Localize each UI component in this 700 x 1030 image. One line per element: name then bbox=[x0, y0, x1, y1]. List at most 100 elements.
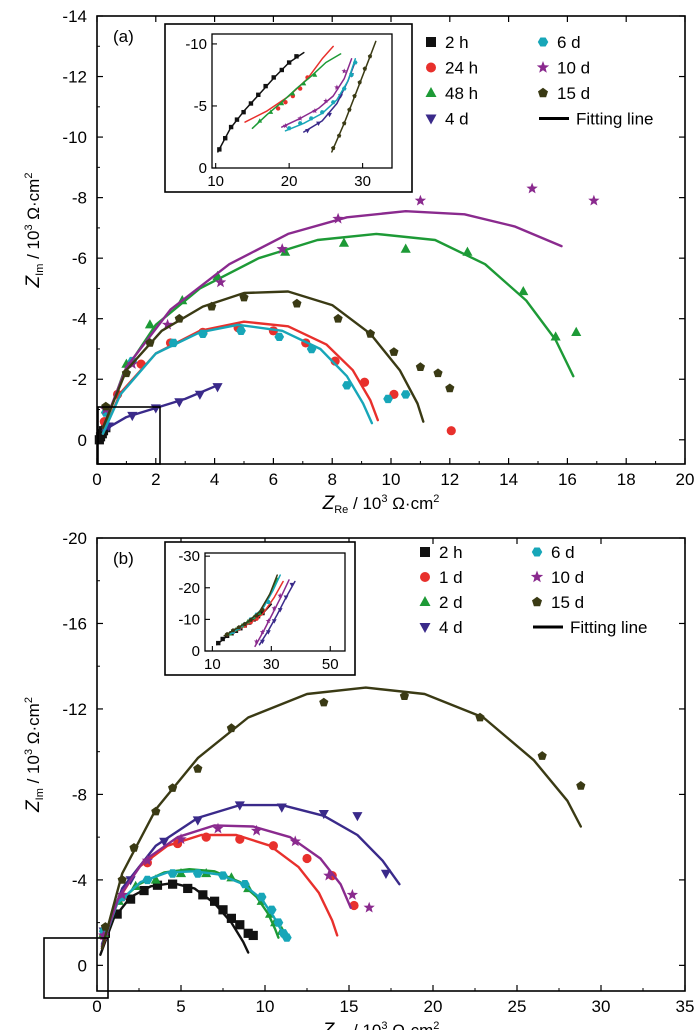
legend-marker-6-d bbox=[531, 547, 543, 557]
fit-line-1-d bbox=[100, 833, 339, 950]
point-24-h bbox=[359, 377, 370, 387]
point-48-h bbox=[280, 246, 291, 256]
point-4-d bbox=[127, 411, 138, 422]
point-4-d bbox=[380, 869, 392, 879]
point-48-h bbox=[144, 319, 155, 329]
point-24-h bbox=[389, 389, 399, 399]
inset-point-2-h bbox=[279, 67, 284, 73]
y-tick-label: 0 bbox=[78, 431, 87, 450]
point-6-d bbox=[193, 869, 203, 878]
inset-data-series bbox=[217, 40, 377, 153]
inset-point-48-h bbox=[279, 100, 285, 106]
point-4-d bbox=[318, 809, 329, 820]
inset-plot: 10 30 50 0 -10 -20 -30 bbox=[164, 541, 356, 676]
x-tick-label: 10 bbox=[256, 997, 275, 1016]
inset-point-2-h bbox=[286, 60, 292, 65]
point-6-d bbox=[282, 933, 292, 942]
zoom-region-box bbox=[43, 937, 109, 999]
point-15-d bbox=[117, 875, 127, 884]
inset-y-tick-label: -10 bbox=[185, 36, 207, 53]
inset-point-4-d bbox=[265, 630, 271, 635]
point-10-d bbox=[414, 194, 427, 206]
point-2-h bbox=[235, 920, 245, 930]
point-10-d bbox=[250, 824, 263, 836]
point-15-d bbox=[389, 347, 399, 356]
zoom-region-box bbox=[97, 406, 161, 465]
legend-label-6-d: 6 d bbox=[557, 33, 581, 52]
inset-point-10-d bbox=[271, 605, 277, 611]
y-tick-label: -4 bbox=[72, 871, 87, 890]
point-6-d bbox=[306, 344, 317, 354]
inset-point-2-h bbox=[248, 101, 254, 106]
point-2-h bbox=[168, 879, 178, 889]
inset-point-48-h bbox=[290, 90, 296, 96]
point-10-d bbox=[214, 276, 227, 288]
inset-point-15-d bbox=[367, 54, 373, 59]
inset-point-10-d bbox=[253, 638, 260, 644]
y-tick-label: 0 bbox=[78, 956, 87, 975]
point-6-d bbox=[218, 871, 228, 880]
x-tick-label: 35 bbox=[676, 997, 695, 1016]
inset-point-15-d bbox=[236, 625, 242, 630]
legend-label-2-d: 2 d bbox=[439, 593, 463, 612]
inset-point-10-d bbox=[259, 629, 266, 635]
point-10-d bbox=[116, 888, 128, 900]
inset-point-15-d bbox=[260, 607, 265, 612]
point-4-d bbox=[194, 390, 205, 400]
legend-label-fitting-line: Fitting line bbox=[576, 110, 653, 129]
point-4-d bbox=[192, 816, 203, 826]
inset-point-15-d bbox=[230, 628, 236, 633]
inset-point-6-d bbox=[349, 72, 354, 77]
inset-point-4-d bbox=[305, 129, 310, 134]
point-15-d bbox=[415, 362, 425, 371]
inset-point-15-d bbox=[254, 613, 259, 618]
point-10-d bbox=[323, 869, 335, 881]
fit-line-6-d bbox=[101, 323, 374, 435]
legend-marker-2-h bbox=[420, 547, 430, 557]
inset-point-4-d bbox=[283, 595, 289, 600]
inset-point-2-h bbox=[271, 75, 276, 80]
inset-point-15-d bbox=[224, 631, 230, 637]
inset-fit-line-48-h bbox=[251, 53, 342, 130]
y-tick-label: -20 bbox=[62, 529, 87, 548]
inset-point-15-d bbox=[248, 617, 253, 622]
legend-marker-6-d bbox=[537, 37, 549, 47]
legend-label-48-h: 48 h bbox=[445, 84, 478, 103]
point-6-d bbox=[236, 326, 246, 335]
legend-marker-4-d bbox=[419, 623, 431, 633]
point-2-h bbox=[126, 894, 136, 904]
inset-point-10-d bbox=[334, 84, 340, 90]
point-15-d bbox=[168, 783, 178, 792]
point-1-d bbox=[302, 853, 312, 864]
inset-y-tick-label: -20 bbox=[178, 580, 200, 597]
legend-label-24-h: 24 h bbox=[445, 59, 478, 78]
y-tick-label: -8 bbox=[72, 189, 87, 208]
y-tick-label: -2 bbox=[72, 370, 87, 389]
point-15-d bbox=[475, 712, 485, 722]
legend-label-10-d: 10 d bbox=[557, 59, 590, 78]
inset-point-2-h bbox=[217, 147, 222, 152]
legend-marker-1-d bbox=[420, 572, 430, 582]
inset-point-10-d bbox=[323, 98, 329, 104]
y-tick-label: -12 bbox=[62, 68, 87, 87]
point-2-h bbox=[243, 928, 253, 938]
inset-point-6-d bbox=[341, 86, 347, 91]
point-15-d bbox=[100, 922, 110, 931]
point-6-d bbox=[383, 394, 393, 404]
inset-fit-line-10-d bbox=[254, 579, 290, 648]
point-15-d bbox=[207, 301, 217, 311]
x-tick-label: 15 bbox=[340, 997, 359, 1016]
point-15-d bbox=[433, 368, 443, 378]
point-48-h bbox=[338, 237, 350, 247]
inset-point-4-d bbox=[260, 639, 265, 645]
inset-y-tick-label: -5 bbox=[194, 98, 207, 115]
legend-marker-2-h bbox=[426, 37, 436, 47]
inset-point-10-d bbox=[282, 123, 289, 129]
legend-label-2-h: 2 h bbox=[445, 33, 469, 52]
x-tick-label: 8 bbox=[327, 470, 336, 489]
point-15-d bbox=[445, 383, 455, 393]
inset-point-48-h bbox=[312, 72, 318, 77]
legend: 2 h 6 d 1 d 10 d 2 d 15 d 4 d Fitting line bbox=[419, 543, 647, 637]
point-48-h bbox=[400, 243, 411, 253]
legend-label-4-d: 4 d bbox=[445, 110, 469, 129]
